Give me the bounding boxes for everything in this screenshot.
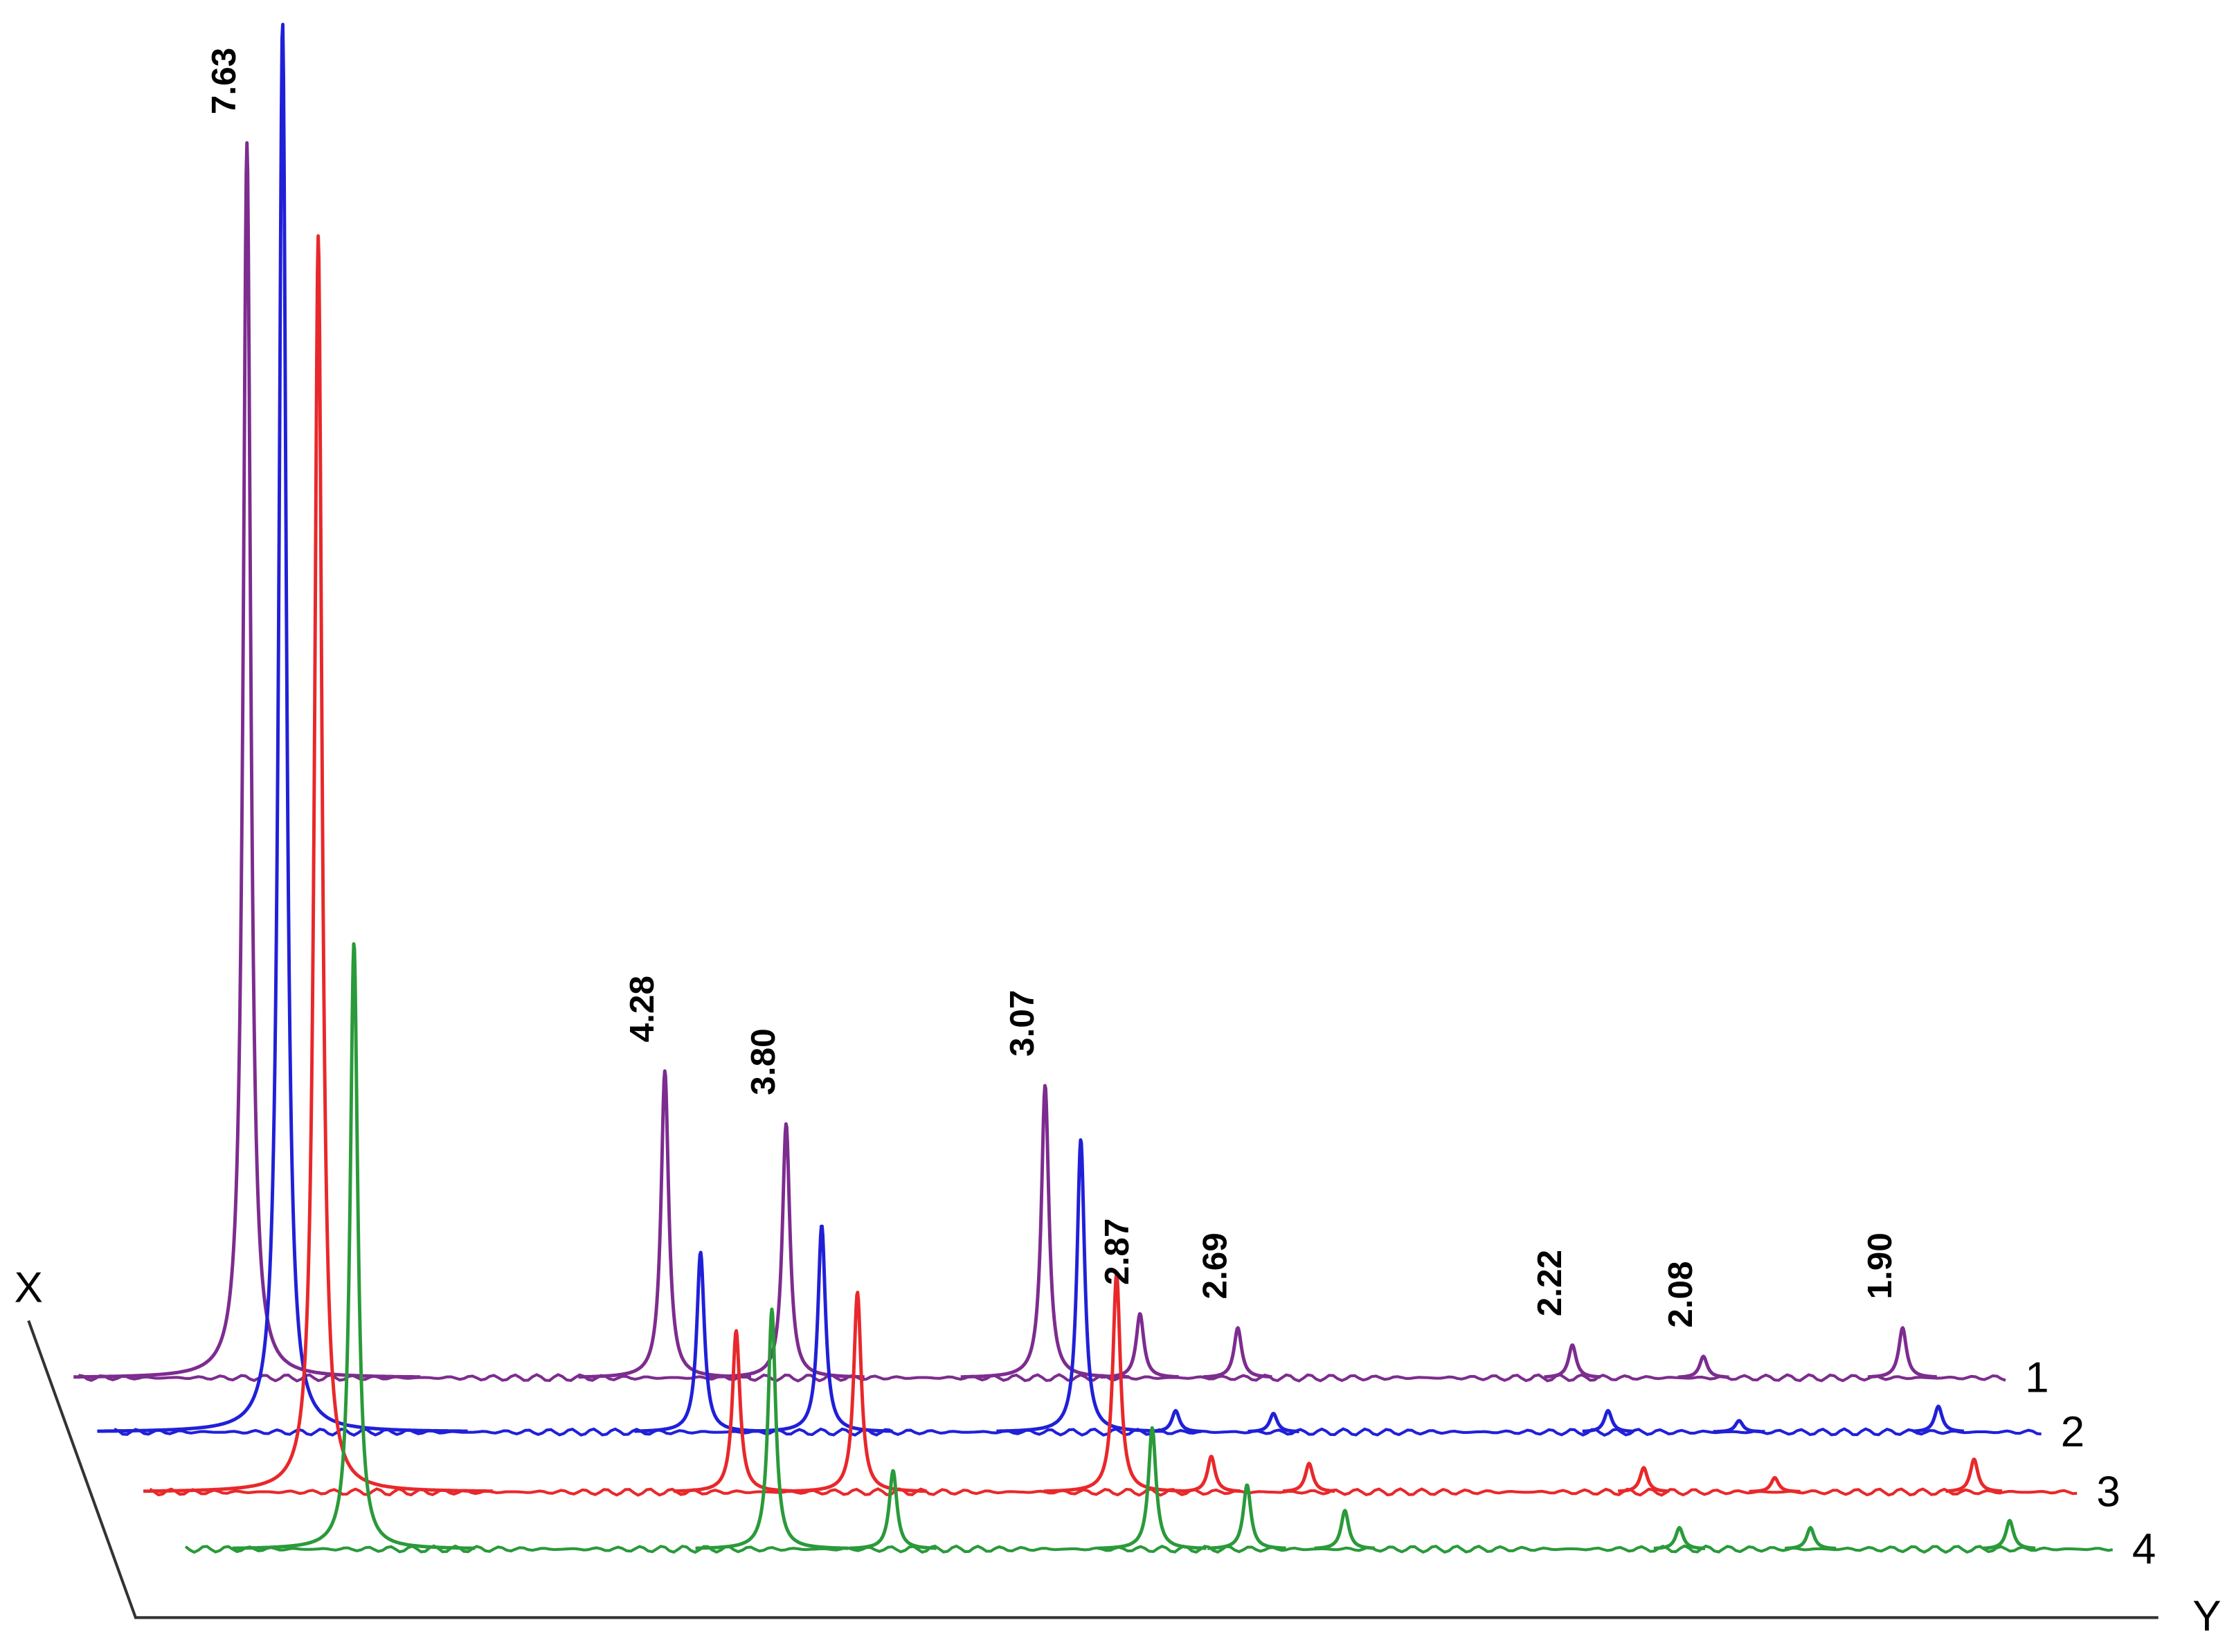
peak-label: 3.07 [1003,990,1041,1057]
peak [72,141,422,1379]
peak-label: 4.28 [623,976,661,1042]
peak [1206,1483,1288,1550]
peak [1866,1326,1938,1379]
peak [995,1138,1166,1433]
peak [1246,1412,1301,1433]
peak [96,22,469,1433]
series-label: 4 [2132,1525,2156,1573]
peak [1097,1426,1208,1550]
peak [706,1122,866,1379]
peak [749,1224,894,1433]
peak [694,1307,849,1550]
peak-label: 2.87 [1098,1219,1136,1285]
peak [1616,1466,1670,1493]
peak [786,1291,928,1493]
peak [1652,1525,1706,1550]
peak [231,942,476,1550]
peak [672,1329,800,1493]
peak [1281,1462,1336,1493]
axes [27,1320,2159,1619]
peak-label: 7.63 [205,48,243,114]
peak [1313,1509,1376,1550]
peak-label: 2.08 [1661,1262,1700,1328]
peak [1911,1404,1965,1433]
series-label: 2 [2061,1408,2084,1456]
axis-label: Y [2192,1592,2221,1640]
peak [1712,1419,1766,1434]
peak-label: 1.90 [1861,1232,1899,1299]
peak [577,1069,753,1379]
peak [1783,1525,1837,1550]
peak [1180,1455,1242,1493]
peak [1945,1457,2003,1493]
series-label: 1 [2025,1354,2048,1402]
peak [848,1469,938,1550]
axis-label: X [15,1264,43,1312]
peak [1982,1518,2037,1550]
peak [1148,1408,1202,1433]
peak [633,1250,768,1433]
peak [142,234,494,1493]
peak-label: 3.80 [744,1028,782,1095]
peak-label: 2.22 [1531,1250,1569,1316]
peak [1543,1343,1602,1379]
peak-label: 2.69 [1196,1232,1234,1299]
peak [1202,1326,1274,1379]
peak [1677,1354,1731,1379]
series-label: 3 [2096,1469,2120,1516]
peak [1581,1408,1635,1433]
peak [1043,1272,1191,1493]
peak [1748,1475,1802,1493]
